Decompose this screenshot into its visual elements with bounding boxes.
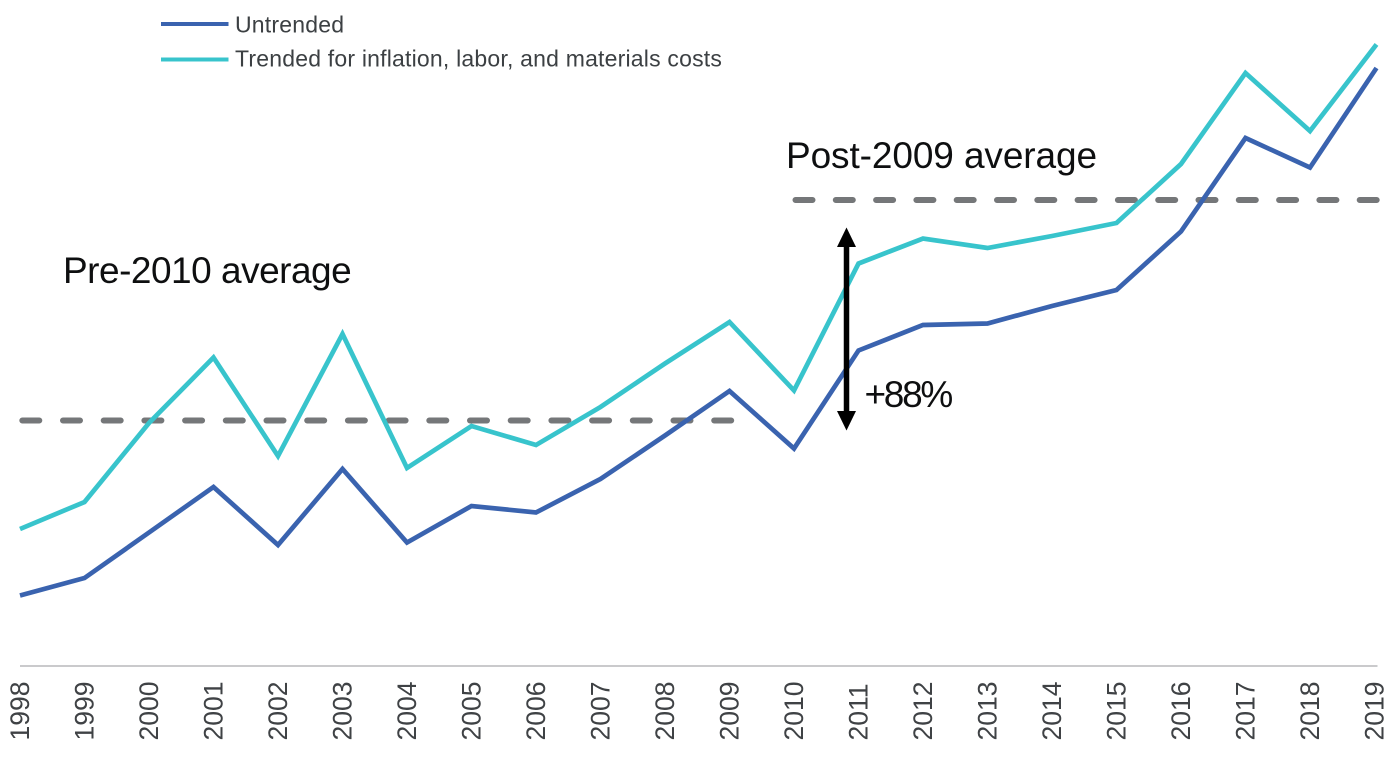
svg-text:2006: 2006	[521, 682, 551, 741]
svg-text:2008: 2008	[650, 682, 680, 741]
svg-text:2003: 2003	[328, 682, 358, 741]
svg-text:2009: 2009	[715, 682, 745, 741]
svg-text:2010: 2010	[779, 682, 809, 741]
svg-text:2000: 2000	[134, 682, 164, 741]
svg-text:2004: 2004	[392, 682, 422, 741]
svg-text:2013: 2013	[973, 682, 1003, 741]
svg-text:2001: 2001	[199, 682, 229, 741]
svg-text:2007: 2007	[586, 682, 616, 741]
svg-text:2011: 2011	[844, 684, 874, 741]
svg-text:2019: 2019	[1360, 682, 1390, 741]
svg-text:Pre-2010 average: Pre-2010 average	[63, 250, 351, 291]
svg-text:2017: 2017	[1231, 682, 1261, 741]
svg-text:2014: 2014	[1037, 682, 1067, 741]
svg-text:2005: 2005	[457, 682, 487, 741]
svg-text:2016: 2016	[1166, 682, 1196, 741]
svg-text:Untrended: Untrended	[235, 12, 344, 38]
svg-text:Post-2009 average: Post-2009 average	[786, 135, 1097, 176]
svg-text:1999: 1999	[70, 682, 100, 741]
svg-text:2018: 2018	[1295, 682, 1325, 741]
svg-text:2012: 2012	[908, 682, 938, 741]
svg-text:+88%: +88%	[865, 374, 953, 415]
svg-text:2015: 2015	[1102, 682, 1132, 741]
svg-text:1998: 1998	[5, 682, 35, 741]
svg-text:2002: 2002	[263, 682, 293, 741]
svg-text:Trended for inflation, labor,: Trended for inflation, labor, and materi…	[235, 46, 722, 72]
